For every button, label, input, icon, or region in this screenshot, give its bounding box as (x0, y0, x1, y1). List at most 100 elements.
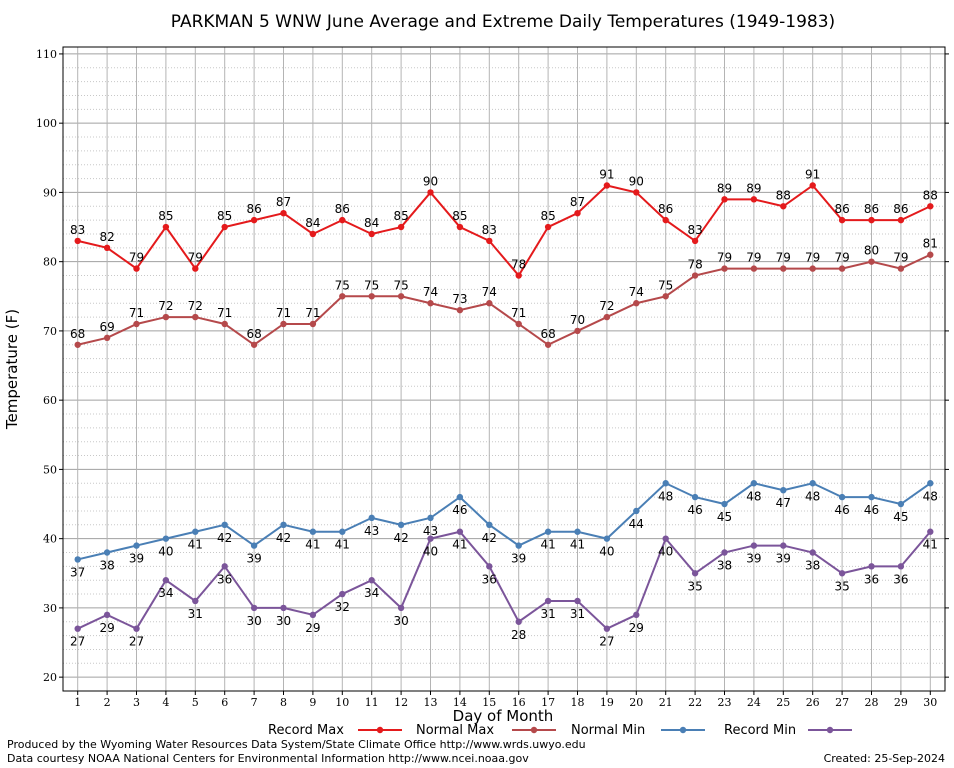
x-tick-label: 13 (424, 696, 438, 709)
data-label-record-min: 40 (423, 545, 438, 559)
data-label-normal-max: 68 (540, 327, 555, 341)
data-label-record-min: 36 (482, 572, 497, 586)
series-line-record-max (77, 184, 931, 278)
data-label-record-min: 27 (599, 635, 614, 649)
y-tick-label: 100 (36, 117, 57, 130)
data-point-record-min (603, 625, 611, 632)
data-label-record-min: 29 (305, 621, 320, 635)
data-point-record-max (486, 237, 493, 245)
data-point-normal-min (280, 521, 287, 529)
data-point-record-min (544, 597, 552, 605)
data-label-record-max: 87 (276, 195, 291, 209)
data-point-normal-min (515, 542, 522, 549)
data-point-record-max (397, 223, 405, 231)
data-label-record-max: 86 (658, 202, 673, 216)
data-point-normal-min (221, 521, 228, 529)
data-label-record-min: 30 (276, 614, 291, 628)
data-label-normal-min: 39 (246, 552, 261, 566)
data-label-normal-min: 45 (717, 510, 732, 524)
data-label-normal-max: 75 (364, 278, 379, 292)
data-label-record-max: 82 (99, 230, 114, 244)
footer-credit-line2: Data courtesy NOAA National Centers for … (7, 752, 529, 765)
data-label-normal-min: 48 (805, 489, 820, 503)
data-label-normal-max: 73 (452, 292, 467, 306)
x-tick-label: 22 (688, 696, 702, 709)
data-label-normal-min: 46 (834, 503, 849, 517)
data-point-record-max (103, 244, 111, 252)
data-label-record-max: 86 (864, 202, 879, 216)
data-point-normal-min (780, 486, 787, 494)
data-point-record-max (574, 209, 581, 217)
data-point-record-max (309, 230, 317, 238)
x-tick-label: 19 (600, 696, 614, 709)
data-label-normal-max: 68 (70, 327, 85, 341)
data-point-record-max (427, 189, 434, 196)
x-tick-label: 30 (923, 696, 937, 709)
data-label-record-max: 90 (629, 174, 644, 188)
data-label-normal-min: 42 (276, 531, 291, 545)
data-label-normal-min: 47 (776, 496, 791, 510)
data-label-record-min: 29 (99, 621, 114, 635)
data-label-normal-min: 41 (305, 538, 320, 552)
data-point-normal-max (368, 293, 375, 300)
data-label-record-min: 31 (570, 607, 585, 621)
data-label-record-max: 83 (687, 223, 702, 237)
legend-item-record-min: Record Min (724, 723, 852, 738)
footer-credit-line1: Produced by the Wyoming Water Resources … (7, 738, 586, 751)
data-label-record-min: 35 (687, 579, 702, 593)
data-point-record-max (721, 196, 728, 203)
data-label-normal-max: 79 (834, 251, 849, 265)
x-tick-label: 9 (309, 696, 316, 709)
data-label-record-min: 36 (893, 572, 908, 586)
data-label-normal-min: 39 (511, 552, 526, 566)
data-point-normal-min (603, 535, 611, 542)
data-label-record-min: 32 (335, 600, 350, 614)
data-point-normal-min (368, 514, 375, 522)
data-label-record-min: 31 (188, 607, 203, 621)
series-record-max: 83 82 79 85 79 85 86 87 84 86 84 85 90 85 83 78 85 87 91 90… (70, 167, 938, 279)
data-point-normal-max (574, 327, 581, 335)
data-label-normal-max: 78 (687, 258, 702, 272)
data-point-normal-min (662, 480, 669, 487)
data-point-record-max (868, 216, 875, 224)
data-label-record-max: 86 (246, 202, 261, 216)
y-tick-label: 50 (43, 463, 57, 476)
data-label-normal-min: 37 (70, 565, 85, 579)
y-tick-label: 90 (43, 186, 57, 199)
x-tick-label: 24 (747, 696, 761, 709)
x-tick-label: 29 (894, 696, 908, 709)
data-label-record-min: 39 (776, 552, 791, 566)
data-point-record-min (192, 597, 199, 605)
data-label-normal-max: 74 (629, 285, 644, 299)
legend-label: Normal Max (416, 723, 494, 738)
data-label-record-min: 30 (393, 614, 408, 628)
data-label-normal-max: 79 (776, 251, 791, 265)
data-label-normal-min: 40 (599, 545, 614, 559)
data-label-record-max: 86 (893, 202, 908, 216)
data-point-record-max (280, 209, 287, 217)
data-label-record-max: 88 (923, 188, 938, 202)
data-point-normal-max (544, 341, 552, 348)
series-normal-min: 37 38 39 40 41 42 39 42 41 41 43 42 43 46 42 39 41 41 40 44… (70, 480, 938, 579)
data-point-record-min (368, 577, 375, 584)
data-label-record-min: 38 (805, 559, 820, 573)
data-point-normal-min (486, 521, 493, 529)
data-point-normal-min (544, 528, 552, 535)
data-label-normal-min: 41 (570, 538, 585, 552)
data-point-normal-max (162, 313, 170, 321)
data-label-record-min: 41 (923, 538, 938, 552)
data-point-record-max (691, 237, 699, 245)
data-label-record-max: 85 (217, 209, 232, 223)
data-point-normal-min (309, 528, 317, 535)
data-label-record-min: 30 (246, 614, 261, 628)
chart-title: PARKMAN 5 WNW June Average and Extreme D… (171, 12, 835, 32)
data-point-record-min (750, 542, 758, 549)
x-tick-label: 18 (571, 696, 585, 709)
data-point-record-min (721, 549, 728, 556)
data-label-normal-min: 41 (188, 538, 203, 552)
data-label-record-max: 83 (482, 223, 497, 237)
data-point-normal-min (838, 493, 846, 501)
data-point-normal-max (897, 265, 905, 272)
data-point-normal-min (192, 528, 199, 535)
data-point-record-min (780, 542, 787, 549)
